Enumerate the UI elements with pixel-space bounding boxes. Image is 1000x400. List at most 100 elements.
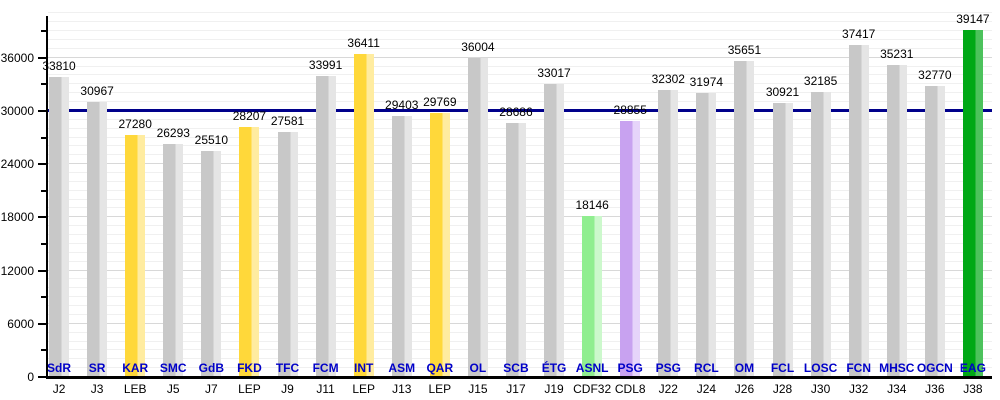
bar-group-J5: 26293 SMC <box>154 8 192 377</box>
team-label: LOSC <box>803 361 838 375</box>
gridline-minor <box>48 83 992 85</box>
y-tick-minor <box>41 136 46 139</box>
bar-group-LEB: 27280 KAR <box>116 8 154 377</box>
team-label: INT <box>353 361 374 375</box>
bar-value-label: 35651 <box>727 42 762 57</box>
bar-group-J17: 28686 SCB <box>497 8 535 377</box>
bar-value-label: 31974 <box>689 75 724 90</box>
y-tick-minor <box>41 296 46 299</box>
x-axis-label: LEP <box>238 382 261 396</box>
x-axis-label: LEP <box>428 382 452 396</box>
team-label: ASNL <box>575 361 609 375</box>
team-label: FCM <box>312 361 339 375</box>
team-label: SCB <box>503 361 529 375</box>
bar-group-J24: 31974 RCL <box>687 8 725 377</box>
x-axis-label: LEB <box>123 382 147 396</box>
team-label: FKD <box>237 361 262 375</box>
bar-value-label: 30921 <box>765 84 800 99</box>
bar-value-label: 25510 <box>194 132 229 147</box>
bar-SMC <box>163 143 184 377</box>
bar-value-label: 37417 <box>841 27 876 42</box>
y-tick-label: 6000 <box>7 316 34 331</box>
y-tick-minor <box>41 242 46 245</box>
y-tick-major <box>38 269 46 272</box>
gridline-minor <box>48 92 992 94</box>
team-label: SdR <box>47 361 72 375</box>
bar-SR <box>87 102 108 377</box>
gridline-minor <box>48 101 992 103</box>
x-axis-label: LEP <box>352 382 375 396</box>
y-tick-major <box>38 376 46 378</box>
bar-RCL <box>696 93 717 377</box>
gridline-major <box>48 56 992 58</box>
bar-FCL <box>772 102 793 377</box>
bar-group-J15: 36004 OL <box>459 8 497 377</box>
team-label: TFC <box>275 361 300 375</box>
y-tick-label: 36000 <box>0 50 34 65</box>
bar-value-label: 32185 <box>803 73 838 88</box>
x-axis-label: J17 <box>506 382 526 396</box>
bar-ASNL <box>582 216 603 377</box>
team-label: MHSC <box>879 361 915 375</box>
y-axis: 0 6000 12000 18000 24000 30000 36000 <box>0 8 46 383</box>
team-label: EAG <box>959 361 986 375</box>
x-axis-label: J19 <box>544 382 564 396</box>
bar-value-label: 30967 <box>80 84 114 99</box>
gridline-minor <box>48 74 992 76</box>
bar-OM <box>734 60 755 377</box>
reference-line-30000 <box>48 108 992 112</box>
bar-group-LEP: 29769 QAR <box>421 8 459 377</box>
bar-value-label: 29403 <box>385 98 419 113</box>
x-axis-label: J7 <box>205 382 218 396</box>
bar-value-label: 27280 <box>118 117 152 132</box>
gridline-minor <box>48 38 992 40</box>
bar-value-label: 32302 <box>651 72 685 87</box>
x-axis-label: J22 <box>658 382 678 396</box>
bar-value-label: 18146 <box>575 198 609 213</box>
x-axis-label: J32 <box>849 382 869 396</box>
bar-group-J11: 33991 FCM <box>307 8 345 377</box>
x-axis-labels: J2 J3 LEB J5 J7 LEP J9 J11 LEP J13 LEP J15 J17 J19 CDF… <box>40 382 992 398</box>
bar-EAG <box>962 29 983 377</box>
bar-value-label: 29769 <box>423 94 457 109</box>
y-tick-label: 18000 <box>0 210 34 225</box>
bar-group-CDL8: 28855 PSG <box>611 8 649 377</box>
bar-value-label: 26293 <box>156 125 190 140</box>
bar-FKD <box>239 126 260 377</box>
team-label: FCL <box>770 361 795 375</box>
bar-OL <box>467 57 488 377</box>
bar-value-label: 27581 <box>270 114 305 129</box>
team-label: SR <box>88 361 106 375</box>
team-label: GdB <box>198 361 225 375</box>
team-label: PSG <box>655 361 681 375</box>
team-label: KAR <box>122 361 149 375</box>
team-label: ÉTG <box>541 361 567 375</box>
y-tick-label: 24000 <box>0 157 34 172</box>
bar-group-J26: 35651 OM <box>725 8 763 377</box>
bar-group-LEP: 36411 INT <box>345 8 383 377</box>
bar-value-label: 39147 <box>956 11 990 26</box>
bar-value-label: 36411 <box>347 36 380 51</box>
bar-value-label: 28207 <box>232 108 267 123</box>
x-axis-label: J38 <box>963 382 983 396</box>
bar-value-label: 35231 <box>880 46 914 61</box>
bar-value-label: 33991 <box>308 57 343 72</box>
y-tick-major <box>38 163 46 166</box>
gridline-minor <box>48 47 992 49</box>
y-tick-major <box>38 109 46 112</box>
bar-SCB <box>505 122 526 377</box>
bar-group-J36: 32770 OGCN <box>916 8 954 377</box>
bar-group-J30: 32185 LOSC <box>802 8 840 377</box>
bar-KAR <box>125 135 146 377</box>
y-axis-line <box>46 16 48 378</box>
gridline-minor <box>48 30 992 32</box>
bar-value-label: 33810 <box>42 59 76 74</box>
team-label: OM <box>734 361 755 375</box>
x-axis-line <box>46 376 992 379</box>
x-axis-label: J2 <box>52 382 66 396</box>
team-label: OL <box>469 361 487 375</box>
bar-FCM <box>315 75 336 377</box>
team-label: QAR <box>426 361 454 375</box>
y-tick-major <box>38 56 46 59</box>
